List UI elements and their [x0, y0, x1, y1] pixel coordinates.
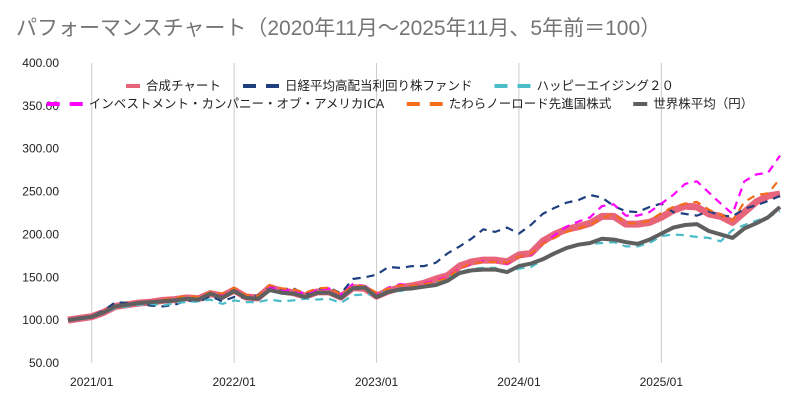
legend-item: ハッピーエイジング２０ — [494, 78, 675, 93]
x-tick-label: 2025/01 — [640, 375, 684, 389]
x-tick-label: 2023/01 — [355, 375, 399, 389]
y-tick-label: 400.00 — [22, 56, 59, 70]
x-tick-label: 2022/01 — [212, 375, 256, 389]
legend-label: 合成チャート — [146, 78, 221, 93]
legend-item: 世界株平均（円） — [633, 96, 753, 111]
legend-item: 日経平均高配当利回り株ファンド — [243, 78, 473, 93]
series-line-4 — [67, 178, 781, 322]
y-tick-label: 300.00 — [22, 142, 59, 156]
series-lines — [67, 154, 782, 324]
series-line-3 — [67, 154, 781, 322]
legend: 合成チャート 日経平均高配当利回り株ファンド ハッピーエイジング２０ インベストメント… — [46, 78, 753, 111]
legend-item: たわらノーロード先進国株式 — [406, 96, 612, 111]
legend-label: 世界株平均（円） — [653, 96, 753, 111]
legend-label: ハッピーエイジング２０ — [537, 78, 675, 93]
y-tick-label: 250.00 — [22, 185, 59, 199]
legend-label: インベストメント・カンパニー・オブ・アメリカICA — [89, 96, 385, 111]
y-tick-label: 50.00 — [29, 356, 59, 370]
x-tick-label: 2021/01 — [70, 375, 114, 389]
legend-label: 日経平均高配当利回り株ファンド — [285, 78, 473, 93]
chart-title: パフォーマンスチャート（2020年11月〜2025年11月、5年前＝100） — [16, 17, 662, 40]
x-axis: 2021/01 2022/01 2023/01 2024/01 2025/01 — [70, 375, 683, 389]
y-tick-label: 100.00 — [22, 313, 59, 327]
legend-item: インベストメント・カンパニー・オブ・アメリカICA — [46, 96, 385, 111]
legend-item: 合成チャート — [126, 78, 221, 93]
series-line-5 — [67, 205, 782, 323]
x-tick-label: 2024/01 — [497, 375, 541, 389]
legend-label: たわらノーロード先進国株式 — [449, 96, 612, 111]
y-tick-label: 150.00 — [22, 270, 59, 284]
y-tick-label: 200.00 — [22, 227, 59, 241]
